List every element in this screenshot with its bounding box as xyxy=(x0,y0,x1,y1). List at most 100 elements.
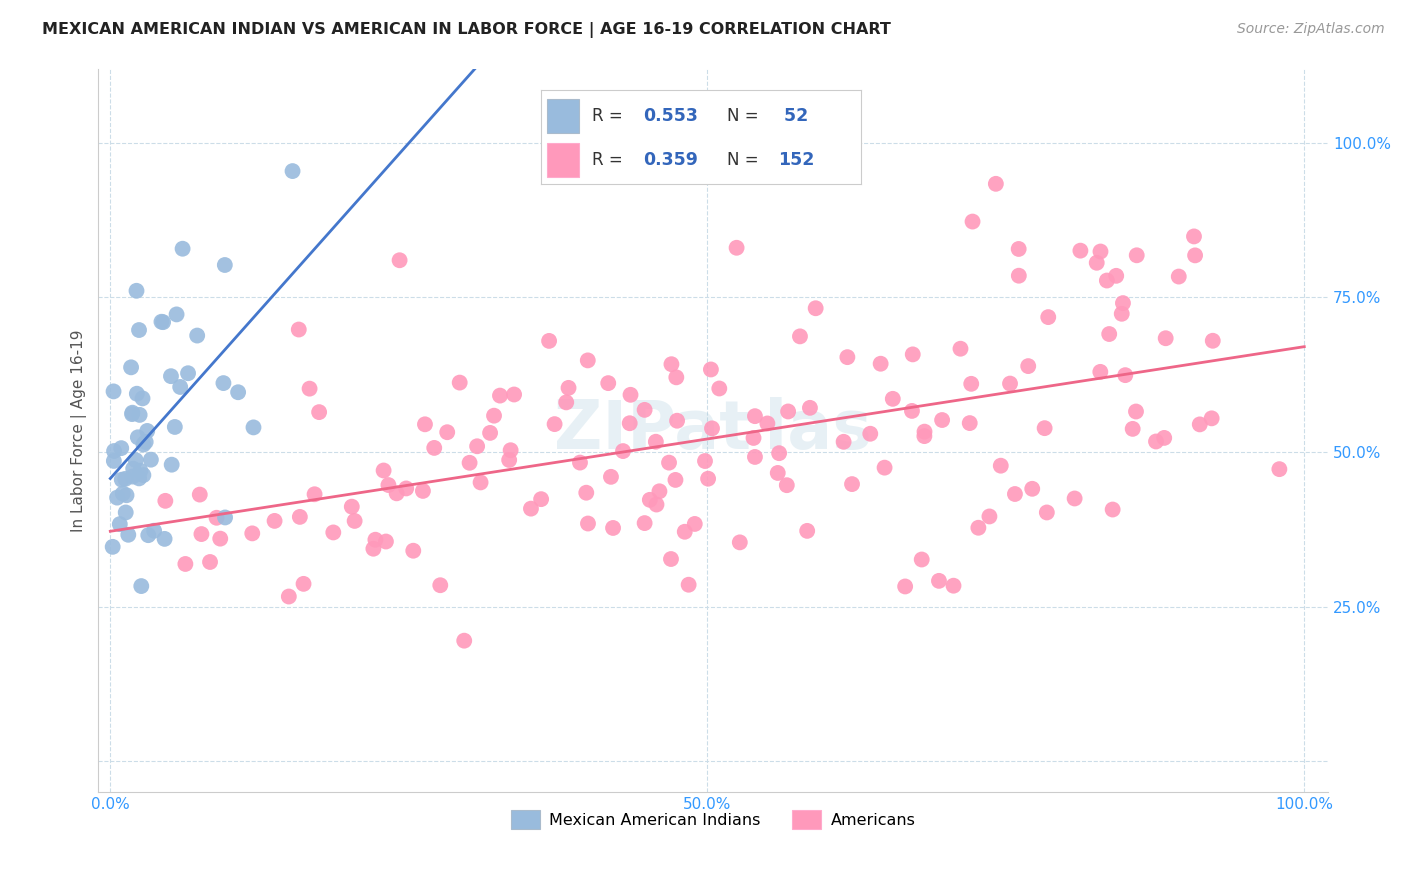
Point xyxy=(1004,487,1026,501)
Point xyxy=(1090,365,1112,379)
Point xyxy=(990,458,1012,473)
Point xyxy=(837,350,859,364)
Point xyxy=(693,454,716,468)
Point xyxy=(832,434,855,449)
Point xyxy=(482,409,505,423)
Point xyxy=(298,382,321,396)
Y-axis label: In Labor Force | Age 16-19: In Labor Force | Age 16-19 xyxy=(72,329,87,532)
Point xyxy=(103,454,125,468)
Point xyxy=(659,552,682,566)
Point xyxy=(115,488,138,502)
Point xyxy=(1144,434,1167,449)
Point xyxy=(942,579,965,593)
Point xyxy=(744,409,766,424)
Point xyxy=(776,478,799,492)
Point xyxy=(143,524,166,538)
Point xyxy=(128,471,150,485)
Point xyxy=(242,420,264,434)
Point xyxy=(949,342,972,356)
Point xyxy=(377,478,399,492)
Point xyxy=(364,533,387,547)
Point xyxy=(602,521,624,535)
Point xyxy=(449,376,471,390)
Point xyxy=(967,521,990,535)
Point xyxy=(205,510,228,524)
Point xyxy=(633,516,655,530)
Point xyxy=(575,485,598,500)
Point xyxy=(108,517,131,532)
Point xyxy=(172,242,194,256)
Point xyxy=(277,590,299,604)
Point xyxy=(1090,244,1112,259)
Point xyxy=(1154,331,1177,345)
Point xyxy=(121,406,143,420)
Point xyxy=(912,429,935,443)
Point xyxy=(209,532,232,546)
Point xyxy=(135,434,157,449)
Point xyxy=(882,392,904,406)
Point xyxy=(638,492,661,507)
Point xyxy=(778,404,800,418)
Point xyxy=(984,177,1007,191)
Point xyxy=(1095,273,1118,287)
Point xyxy=(373,463,395,477)
Point xyxy=(1105,268,1128,283)
Point xyxy=(308,405,330,419)
Point xyxy=(804,301,827,316)
Point xyxy=(136,528,159,542)
Point xyxy=(520,501,543,516)
Point xyxy=(160,458,183,472)
Point xyxy=(1201,411,1223,425)
Point xyxy=(429,578,451,592)
Point xyxy=(240,526,263,541)
Point xyxy=(645,498,668,512)
Point xyxy=(489,388,512,402)
Point xyxy=(1033,421,1056,435)
Point xyxy=(503,387,526,401)
Point xyxy=(103,384,125,399)
Point xyxy=(1069,244,1091,258)
Point xyxy=(1153,431,1175,445)
Point xyxy=(169,380,191,394)
Point xyxy=(136,424,159,438)
Point xyxy=(114,506,136,520)
Point xyxy=(1021,482,1043,496)
Point xyxy=(226,385,249,400)
Point xyxy=(132,437,155,451)
Point xyxy=(661,357,683,371)
Point xyxy=(153,532,176,546)
Point xyxy=(129,464,152,478)
Point xyxy=(666,414,689,428)
Point xyxy=(174,557,197,571)
Point xyxy=(543,417,565,431)
Point xyxy=(756,417,779,431)
Point xyxy=(928,574,950,588)
Point xyxy=(105,491,128,505)
Point xyxy=(894,579,917,593)
Point xyxy=(177,366,200,380)
Point xyxy=(683,516,706,531)
Point xyxy=(1085,256,1108,270)
Point xyxy=(998,376,1021,391)
Point xyxy=(498,453,520,467)
Point xyxy=(388,253,411,268)
Point xyxy=(101,540,124,554)
Point xyxy=(859,426,882,441)
Point xyxy=(111,486,134,500)
Point xyxy=(111,473,134,487)
Point xyxy=(959,416,981,430)
Point xyxy=(363,541,385,556)
Point xyxy=(127,430,149,444)
Point xyxy=(121,407,143,421)
Point xyxy=(697,472,720,486)
Point xyxy=(789,329,811,343)
Point xyxy=(644,434,666,449)
Point xyxy=(402,543,425,558)
Point xyxy=(288,509,311,524)
Point xyxy=(901,404,924,418)
Point xyxy=(1167,269,1189,284)
Text: MEXICAN AMERICAN INDIAN VS AMERICAN IN LABOR FORCE | AGE 16-19 CORRELATION CHART: MEXICAN AMERICAN INDIAN VS AMERICAN IN L… xyxy=(42,22,891,38)
Point xyxy=(709,382,731,396)
Point xyxy=(1184,248,1206,262)
Point xyxy=(152,315,174,329)
